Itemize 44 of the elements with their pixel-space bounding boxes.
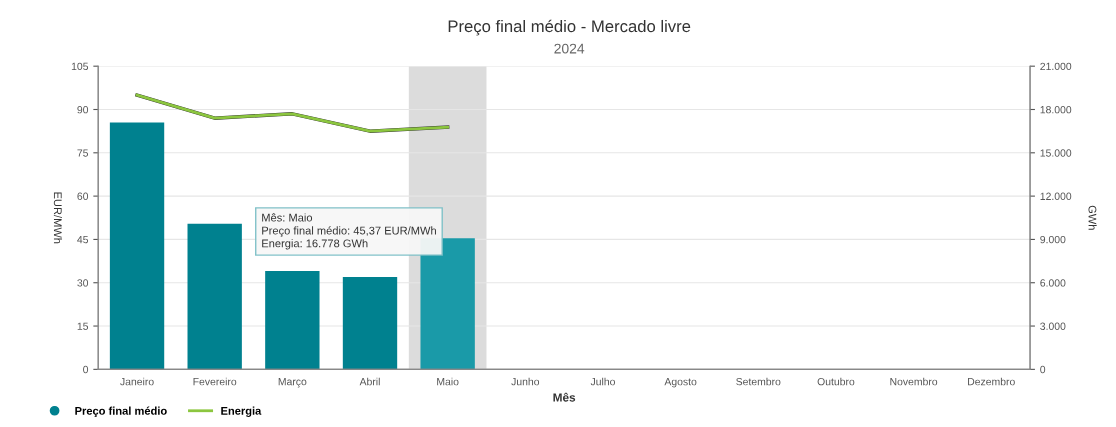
chart-subtitle: 2024 [554,43,585,54]
legend-label: Energia [221,406,262,417]
y-tick-label: 105 [71,62,89,71]
y-tick-label: 45 [77,236,89,244]
x-tick-label: Março [278,378,307,388]
y2-tick-label: 12.000 [1040,192,1072,200]
bar [109,122,165,370]
y2-tick-label: 18.000 [1040,106,1072,114]
annotation: Energia: 16.778 GWh [262,239,368,250]
bar [265,270,320,370]
x-tick-label: Outubro [817,377,855,386]
y-tick-label: 30 [77,279,89,287]
annotation: Mês: Maio [262,213,313,222]
y2-tick-label: 3.000 [1040,322,1066,330]
y-tick-label: 90 [77,106,89,114]
x-axis-title: Mês [553,392,576,402]
x-tick-label: Julho [590,377,615,386]
annotation: Preço final médio: 45,37 EUR/MWh [262,226,436,237]
line-series [135,93,450,133]
x-tick-label: Setembro [736,377,781,386]
x-tick-label: Fevereiro [193,377,237,386]
x-tick-label: Maio [437,377,459,386]
x-tick-label: Novembro [890,377,938,386]
x-tick-label: Dezembro [968,377,1015,386]
y-tick-label: 75 [77,149,89,157]
y2-tick-label: 6.000 [1040,279,1066,287]
x-tick-label: Agosto [664,378,697,388]
y2-axis-title: GWh [1088,205,1097,230]
y-tick-label: 0 [83,365,89,374]
y-tick-label: 15 [77,322,89,330]
bar [187,223,242,370]
y-tick-label: 60 [77,192,89,200]
bar [420,238,475,370]
x-tick-label: Janeiro [120,377,154,386]
y2-tick-label: 0 [1040,365,1046,374]
bar [342,276,398,370]
x-tick-label: Junho [511,377,540,386]
x-tick-label: Abril [359,377,380,386]
y2-tick-label: 15.000 [1040,149,1072,157]
chart-title: Preço final médio - Mercado livre [448,19,691,36]
legend-label: Preço final médio [75,406,167,417]
y2-tick-label: 9.000 [1040,235,1066,244]
y-axis-title: EUR/MWh [53,192,63,244]
y2-tick-label: 21.000 [1040,62,1072,71]
